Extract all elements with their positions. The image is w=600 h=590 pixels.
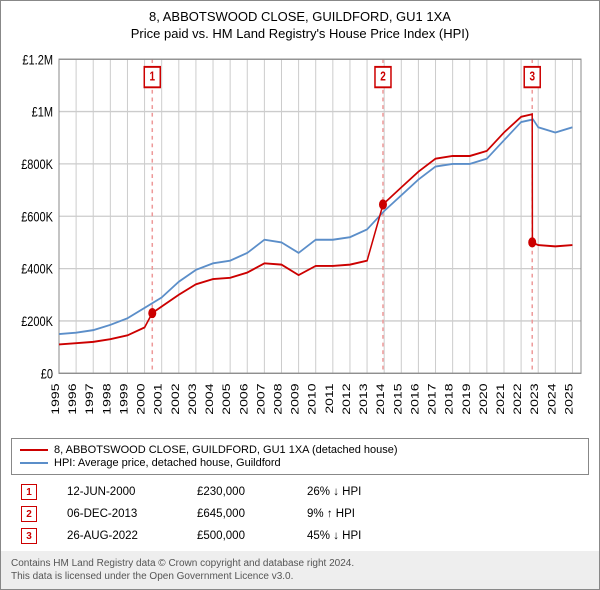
svg-text:2000: 2000	[135, 383, 147, 414]
legend-label: 8, ABBOTSWOOD CLOSE, GUILDFORD, GU1 1XA …	[54, 444, 398, 456]
svg-text:£800K: £800K	[21, 157, 53, 173]
svg-text:3: 3	[529, 70, 535, 83]
event-hpi: 9% ↑ HPI	[307, 508, 407, 520]
svg-text:2001: 2001	[152, 383, 164, 414]
svg-text:2017: 2017	[426, 383, 438, 414]
svg-text:1: 1	[149, 70, 155, 83]
svg-text:1997: 1997	[84, 383, 96, 414]
legend-item: 8, ABBOTSWOOD CLOSE, GUILDFORD, GU1 1XA …	[20, 444, 580, 456]
legend: 8, ABBOTSWOOD CLOSE, GUILDFORD, GU1 1XA …	[11, 438, 589, 475]
title-subtitle: Price paid vs. HM Land Registry's House …	[5, 26, 595, 41]
svg-text:£400K: £400K	[21, 261, 53, 277]
event-price: £500,000	[197, 530, 277, 542]
svg-text:2011: 2011	[323, 383, 335, 413]
svg-text:2024: 2024	[546, 383, 558, 414]
footer-line: Contains HM Land Registry data © Crown c…	[11, 557, 589, 570]
svg-text:2020: 2020	[477, 383, 489, 414]
svg-text:2006: 2006	[238, 383, 250, 414]
svg-text:£0: £0	[41, 366, 53, 382]
svg-text:2016: 2016	[409, 383, 421, 414]
event-marker-icon: 3	[21, 528, 37, 544]
chart-plot-area: 1 2 3 £0 £200K £400K £600K £800K £1M £1.2M 1995 199…	[11, 49, 589, 432]
footer-attribution: Contains HM Land Registry data © Crown c…	[1, 551, 599, 589]
event-marker-icon: 1	[21, 484, 37, 500]
svg-text:2013: 2013	[357, 383, 369, 414]
svg-text:2018: 2018	[443, 383, 455, 414]
event-hpi: 26% ↓ HPI	[307, 486, 407, 498]
svg-text:1998: 1998	[101, 383, 113, 414]
svg-text:2015: 2015	[392, 383, 404, 414]
event-price: £230,000	[197, 486, 277, 498]
svg-text:2019: 2019	[460, 383, 472, 414]
svg-text:2003: 2003	[186, 383, 198, 414]
svg-text:2005: 2005	[221, 383, 233, 414]
svg-text:2012: 2012	[340, 383, 352, 414]
event-date: 12-JUN-2000	[67, 486, 167, 498]
svg-text:1999: 1999	[118, 383, 130, 414]
svg-text:2023: 2023	[529, 383, 541, 414]
svg-text:2010: 2010	[306, 383, 318, 414]
svg-text:2009: 2009	[289, 383, 301, 414]
line-chart: 1 2 3 £0 £200K £400K £600K £800K £1M £1.2M 1995 199…	[11, 49, 589, 432]
svg-text:2021: 2021	[494, 383, 506, 414]
svg-text:2014: 2014	[375, 383, 387, 414]
svg-text:2008: 2008	[272, 383, 284, 414]
event-hpi: 45% ↓ HPI	[307, 530, 407, 542]
legend-item: HPI: Average price, detached house, Guil…	[20, 457, 580, 469]
svg-text:1995: 1995	[49, 383, 61, 414]
svg-text:1996: 1996	[67, 383, 79, 414]
event-price: £645,000	[197, 508, 277, 520]
svg-text:2002: 2002	[169, 383, 181, 414]
legend-label: HPI: Average price, detached house, Guil…	[54, 457, 281, 469]
event-row: 2 06-DEC-2013 £645,000 9% ↑ HPI	[11, 503, 589, 525]
chart-container: 8, ABBOTSWOOD CLOSE, GUILDFORD, GU1 1XA …	[0, 0, 600, 590]
svg-text:2007: 2007	[255, 383, 267, 414]
events-table: 1 12-JUN-2000 £230,000 26% ↓ HPI 2 06-DE…	[11, 481, 589, 547]
svg-text:2022: 2022	[512, 383, 524, 414]
chart-titles: 8, ABBOTSWOOD CLOSE, GUILDFORD, GU1 1XA …	[1, 1, 599, 45]
svg-text:£600K: £600K	[21, 209, 53, 225]
svg-text:2: 2	[380, 70, 386, 83]
legend-swatch	[20, 462, 48, 464]
event-date: 06-DEC-2013	[67, 508, 167, 520]
event-row: 1 12-JUN-2000 £230,000 26% ↓ HPI	[11, 481, 589, 503]
svg-text:£1M: £1M	[32, 104, 53, 120]
legend-swatch	[20, 449, 48, 451]
event-marker-icon: 2	[21, 506, 37, 522]
svg-text:£200K: £200K	[21, 314, 53, 330]
event-row: 3 26-AUG-2022 £500,000 45% ↓ HPI	[11, 525, 589, 547]
svg-text:2004: 2004	[203, 383, 215, 414]
svg-text:2025: 2025	[563, 383, 575, 414]
event-date: 26-AUG-2022	[67, 530, 167, 542]
title-address: 8, ABBOTSWOOD CLOSE, GUILDFORD, GU1 1XA	[5, 9, 595, 24]
svg-text:£1.2M: £1.2M	[22, 52, 53, 68]
footer-line: This data is licensed under the Open Gov…	[11, 570, 589, 583]
